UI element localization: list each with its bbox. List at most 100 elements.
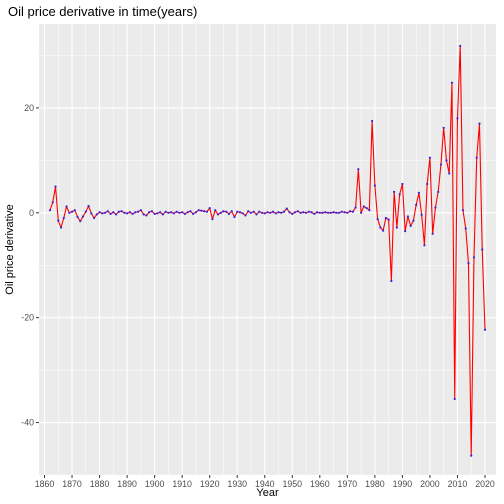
data-point <box>393 191 395 193</box>
data-point <box>443 127 445 129</box>
data-point <box>440 163 442 165</box>
data-point <box>313 213 315 215</box>
data-point <box>338 212 340 214</box>
data-point <box>143 213 145 215</box>
data-point <box>385 217 387 219</box>
data-point <box>418 192 420 194</box>
data-point <box>137 211 139 213</box>
data-point <box>272 211 274 213</box>
data-point <box>104 212 106 214</box>
x-tick-label: 1910 <box>172 479 192 489</box>
data-point <box>74 209 76 211</box>
data-point <box>432 233 434 235</box>
data-point <box>52 201 54 203</box>
data-point <box>200 210 202 212</box>
data-point <box>159 211 161 213</box>
data-point <box>170 211 172 213</box>
data-point <box>156 212 158 214</box>
data-point <box>321 212 323 214</box>
data-point <box>93 217 95 219</box>
data-point <box>382 230 384 232</box>
data-point <box>239 211 241 213</box>
data-point <box>368 209 370 211</box>
x-tick-label: 1970 <box>338 479 358 489</box>
data-point <box>184 213 186 215</box>
data-point <box>181 211 183 213</box>
data-point <box>255 213 257 215</box>
data-point <box>305 212 307 214</box>
data-point <box>448 172 450 174</box>
x-tick-label: 1870 <box>62 479 82 489</box>
data-point <box>126 212 128 214</box>
data-point <box>206 211 208 213</box>
data-point <box>437 191 439 193</box>
data-point <box>423 244 425 246</box>
data-point <box>96 213 98 215</box>
data-point <box>451 82 453 84</box>
data-point <box>60 226 62 228</box>
data-point <box>349 210 351 212</box>
data-point <box>426 183 428 185</box>
data-point <box>49 209 51 211</box>
data-point <box>357 168 359 170</box>
data-point <box>462 209 464 211</box>
data-point <box>264 212 266 214</box>
data-point <box>192 213 194 215</box>
data-point <box>140 209 142 211</box>
data-point <box>277 211 279 213</box>
data-point <box>346 212 348 214</box>
data-point <box>120 210 122 212</box>
data-point <box>465 227 467 229</box>
data-point <box>459 45 461 47</box>
x-tick-label: 1960 <box>310 479 330 489</box>
data-point <box>310 211 312 213</box>
data-point <box>470 454 472 456</box>
data-point <box>341 211 343 213</box>
data-point <box>332 211 334 213</box>
data-point <box>101 212 103 214</box>
data-point <box>132 213 134 215</box>
data-point <box>76 216 78 218</box>
data-point <box>410 225 412 227</box>
data-point <box>98 211 100 213</box>
data-point <box>429 157 431 159</box>
data-point <box>327 212 329 214</box>
x-tick-label: 1980 <box>365 479 385 489</box>
data-point <box>316 211 318 213</box>
data-point <box>123 212 125 214</box>
data-point <box>324 211 326 213</box>
y-tick-label: 0 <box>29 208 34 218</box>
data-point <box>225 211 227 213</box>
x-tick-label: 1950 <box>282 479 302 489</box>
data-point <box>242 212 244 214</box>
data-point <box>189 210 191 212</box>
x-tick-label: 1930 <box>227 479 247 489</box>
data-point <box>396 226 398 228</box>
data-point <box>71 211 73 213</box>
data-point <box>484 329 486 331</box>
data-point <box>269 212 271 214</box>
data-point <box>220 212 222 214</box>
data-point <box>107 210 109 212</box>
data-point <box>112 211 114 213</box>
x-tick-label: 2000 <box>420 479 440 489</box>
data-point <box>343 211 345 213</box>
data-point <box>162 213 164 215</box>
data-point <box>118 211 120 213</box>
data-point <box>388 219 390 221</box>
data-point <box>371 120 373 122</box>
x-axis-title: Year <box>256 487 279 499</box>
data-point <box>288 211 290 213</box>
data-point <box>79 220 81 222</box>
data-point <box>209 207 211 209</box>
data-point <box>404 230 406 232</box>
x-tick-label: 2020 <box>475 479 495 489</box>
data-point <box>198 209 200 211</box>
data-point <box>374 184 376 186</box>
data-point <box>222 210 224 212</box>
data-point <box>407 215 409 217</box>
chart-title: Oil price derivative in time(years) <box>8 4 197 19</box>
data-point <box>363 205 365 207</box>
y-axis-title: Oil price derivative <box>4 204 16 294</box>
data-point <box>228 213 230 215</box>
